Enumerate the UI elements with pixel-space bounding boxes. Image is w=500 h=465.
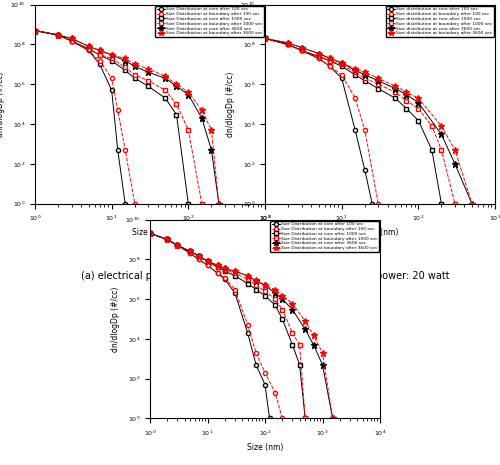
Legend: Size Distribution at core after 100 sec, Size Distribution at boundary after 100: Size Distribution at core after 100 sec,… [155,6,264,37]
Title: (a) electrical power: 10 watt: (a) electrical power: 10 watt [81,271,219,281]
Legend: Size Distribution at core after 100 sec, Size Distribution at boundary after 100: Size Distribution at core after 100 sec,… [270,221,378,252]
Y-axis label: dn/dlogDp (#/cc): dn/dlogDp (#/cc) [0,72,4,137]
Title: (b) electrical power: 20 watt: (b) electrical power: 20 watt [310,271,450,281]
X-axis label: Size (nm): Size (nm) [132,228,168,237]
X-axis label: Size (nm): Size (nm) [362,228,398,237]
Y-axis label: dn/dlogDp (#/cc): dn/dlogDp (#/cc) [110,286,120,352]
Y-axis label: dn/dlogDp (#/cc): dn/dlogDp (#/cc) [226,72,234,137]
Legend: Size distribution at core after 100 sec, Size distribution at boundary after 100: Size distribution at core after 100 sec,… [386,6,494,37]
X-axis label: Size (nm): Size (nm) [247,443,283,452]
